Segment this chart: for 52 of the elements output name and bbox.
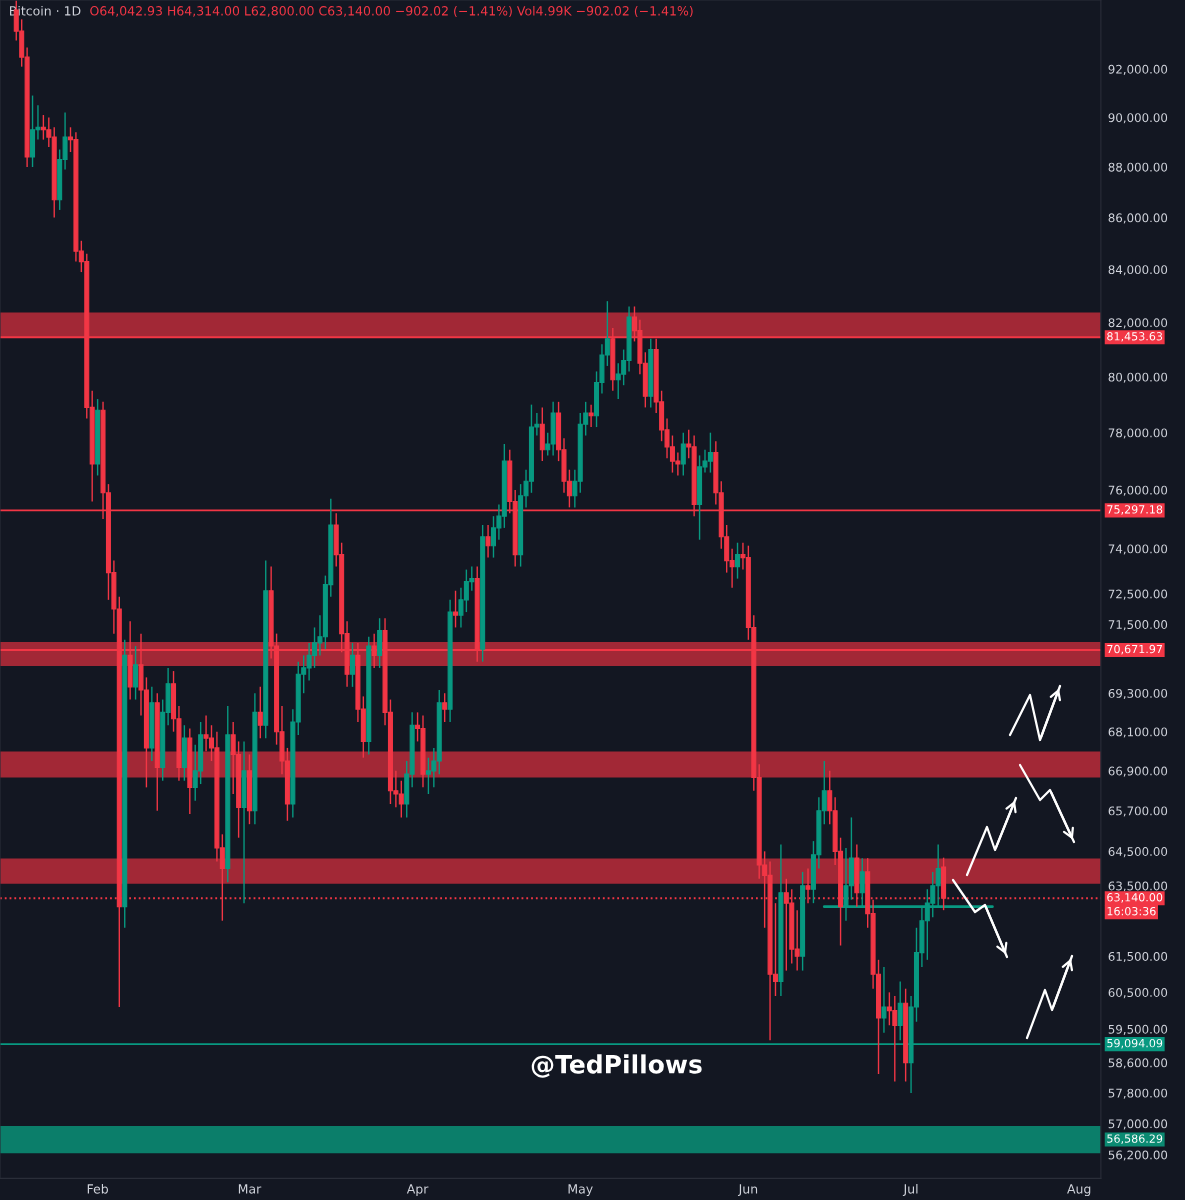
y-tick-label: 74,000.00 (1108, 544, 1168, 555)
text: 16:03:36 (1107, 906, 1156, 916)
x-tick-label: Mar (238, 1184, 262, 1194)
y-tick-label: 84,000.00 (1108, 265, 1168, 276)
candlestick (442, 692, 448, 723)
y-tick-label: 80,000.00 (1108, 372, 1168, 383)
x-tick-label: Jul (902, 1183, 918, 1196)
y-tick-label: 69,300.00 (1108, 688, 1168, 700)
candlestick (349, 642, 356, 688)
candlestick (453, 590, 459, 629)
y-tick-label: 82,000.00 (1108, 318, 1168, 329)
y-tick-label: 63,500.00 (1108, 881, 1168, 892)
candlestick (133, 645, 139, 701)
y-tick-label: 88,000.00 (1108, 162, 1168, 173)
chart-subtitle: O64,042.93 H64,314.00 L62,800.00 C63,140.00 −902.02 (−1.41%) Vol4.99K −902.02 (−1.41%) (90, 5, 693, 18)
candlestick (588, 403, 594, 428)
y-tick-label: 58,600.00 (1108, 1058, 1168, 1069)
candlestick (257, 686, 263, 739)
x-tick-label: Aug (1067, 1184, 1091, 1197)
y-tick-label: 60,500.00 (1108, 988, 1168, 999)
ref-line-label: 59,094.09 (1107, 1038, 1163, 1049)
y-tick-label: 61,500.00 (1108, 951, 1168, 963)
candlestick (881, 966, 887, 1034)
annotation: @TedPillows (531, 1054, 702, 1078)
x-tick-label: May (568, 1184, 593, 1197)
y-tick-label: 56,200.00 (1108, 1150, 1168, 1161)
y-tick-label: 65,700.00 (1108, 806, 1168, 817)
candlestick (735, 542, 741, 580)
x-tick-label: Feb (87, 1183, 108, 1194)
x-tick-label: Jun (737, 1184, 758, 1196)
y-tick-label: 78,000.00 (1108, 428, 1168, 439)
candlestick (485, 524, 491, 559)
y-tick-label: 68,100.00 (1108, 727, 1168, 738)
y-tick-label: 66,900.00 (1108, 766, 1168, 777)
y-tick-label: 71,500.00 (1108, 620, 1168, 631)
y-tick-label: 64,500.00 (1108, 847, 1168, 858)
y-tick-label: 57,000.00 (1108, 1119, 1168, 1130)
y-tick-label: 86,000.00 (1108, 213, 1168, 224)
y-tick-label: 92,000.00 (1108, 64, 1168, 75)
ref-line-label: 63,140.00 (1107, 893, 1163, 903)
ref-line-label: 70,671.97 (1107, 644, 1163, 655)
candlestick (897, 980, 903, 1041)
y-tick-label: 59,500.00 (1108, 1024, 1168, 1035)
ref-line-label: 81,453.63 (1107, 332, 1163, 342)
candlestick (680, 432, 686, 477)
y-tick-label: 57,800.00 (1108, 1088, 1168, 1099)
band-label: 56,586.29 (1107, 1134, 1163, 1144)
y-tick-label: 72,500.00 (1108, 589, 1168, 600)
ref-line-label: 75,297.18 (1107, 505, 1163, 515)
y-tick-label: 90,000.00 (1108, 113, 1168, 124)
y-tick-label: 76,000.00 (1108, 485, 1168, 496)
x-tick-label: Apr (406, 1184, 429, 1197)
